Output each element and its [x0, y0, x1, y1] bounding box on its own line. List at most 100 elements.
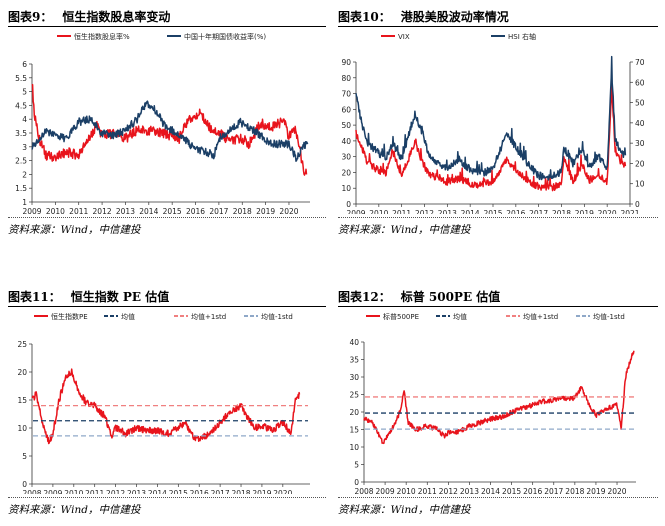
x-tick-label: 2011 [69, 207, 88, 214]
legend-label: 均值 [121, 312, 135, 321]
y-tick-label: 5 [354, 461, 359, 470]
y-tick-label: 0 [22, 480, 27, 489]
y2-tick-label: 0 [635, 200, 640, 209]
x-tick-label: 2017 [529, 209, 548, 214]
x-tick-label: 2011 [392, 209, 411, 214]
legend-label: 中国十年期国债收益率(%) [184, 32, 266, 41]
figure-label: 图表10： [338, 10, 391, 24]
x-tick-label: 2019 [256, 207, 275, 214]
x-tick-label: 2017 [209, 207, 228, 214]
y2-tick-label: 30 [635, 139, 645, 148]
x-tick-label: 2009 [43, 489, 62, 494]
x-tick-label: 2017 [544, 487, 563, 494]
y-tick-label: 3 [22, 143, 27, 152]
y-tick-label: 2 [22, 170, 27, 179]
y-tick-label: 25 [17, 340, 27, 349]
x-tick-label: 2013 [116, 207, 135, 214]
x-tick-label: 2011 [85, 489, 104, 494]
y-tick-label: 4 [22, 115, 27, 124]
figure-title: 恒生指数 PE 估值 [70, 290, 170, 304]
x-tick-label: 2015 [483, 209, 502, 214]
x-tick-label: 2017 [211, 489, 230, 494]
x-tick-label: 2020 [598, 209, 617, 214]
chart-panel-hsi-pe: 图表11： 恒生指数 PE 估值 0 5 10 15 20 25 2008 2009 2010 20… [8, 288, 326, 520]
x-tick-label: 2016 [190, 489, 209, 494]
x-tick-label: 2014 [481, 487, 500, 494]
y-tick-label: 2.5 [15, 157, 27, 166]
legend-label: 恒生指数股息率% [74, 32, 130, 41]
x-tick-label: 2009 [22, 207, 41, 214]
x-tick-label: 2010 [46, 207, 65, 214]
chart-panel-volatility: 图表10： 港股美股波动率情况 0 10 20 30 40 50 60 70 80 90 0 10 20 3… [338, 8, 658, 240]
sp500-pe-chart: 0 5 10 15 20 25 30 35 40 2008 2009 2010 2011 2012 2013… [349, 312, 636, 494]
y-tick-label: 20 [17, 368, 27, 377]
chart-panel-sp500-pe: 图表12： 标普 500PE 估值 0 5 10 15 20 25 30 35 40 2008 200… [338, 288, 658, 520]
x-tick-label: 2009 [346, 209, 365, 214]
x-tick-label: 2016 [186, 207, 205, 214]
y-tick-label: 40 [341, 137, 351, 146]
series-line [31, 368, 301, 445]
y-tick-label: 70 [341, 90, 351, 99]
divider [338, 497, 658, 498]
source-note: 资料来源：Wind，中信建投 [8, 224, 141, 236]
x-tick-label: 2019 [586, 487, 605, 494]
y2-tick-label: 10 [635, 180, 645, 189]
y-tick-label: 30 [349, 373, 359, 382]
x-tick-label: 2014 [148, 489, 167, 494]
y2-tick-label: 20 [635, 159, 645, 168]
y-tick-label: 4.5 [15, 101, 27, 110]
y-tick-label: 25 [349, 391, 359, 400]
y-tick-label: 40 [349, 338, 359, 347]
x-tick-label: 2008 [22, 489, 41, 494]
x-tick-label: 2012 [106, 489, 125, 494]
x-tick-label: 2011 [418, 487, 437, 494]
legend-label: 均值-1std [593, 312, 625, 321]
x-tick-label: 2010 [369, 209, 388, 214]
x-tick-label: 2018 [233, 207, 252, 214]
series-line [355, 85, 627, 192]
y-tick-label: 80 [341, 74, 351, 83]
x-tick-label: 2014 [139, 207, 158, 214]
legend-label: 均值-1std [261, 312, 293, 321]
x-tick-label: 2018 [231, 489, 250, 494]
volatility-chart: 0 10 20 30 40 50 60 70 80 90 0 10 20 30 40 50 60 70 2009 20… [341, 32, 645, 214]
series-line [31, 100, 309, 162]
x-tick-label: 2020 [607, 487, 626, 494]
y-tick-label: 10 [17, 424, 27, 433]
y-tick-label: 0 [354, 478, 359, 487]
chart-panel-dividend-yield: 图表9： 恒生指数股息率变动 1 1.5 2 2.5 3 3.5 4 4.5 5 5.5 6 2009 2… [8, 8, 326, 240]
legend-label: 恒生指数PE [51, 312, 88, 321]
y-tick-label: 15 [349, 426, 359, 435]
x-tick-label: 2019 [252, 489, 271, 494]
y2-tick-label: 70 [635, 58, 645, 67]
panel-title: 图表9： 恒生指数股息率变动 [8, 8, 326, 27]
y-tick-label: 1.5 [15, 184, 27, 193]
x-tick-label: 2012 [439, 487, 458, 494]
y-tick-label: 5 [22, 452, 27, 461]
figure-label: 图表11： [8, 290, 61, 304]
y-tick-label: 90 [341, 58, 351, 67]
figure-label: 图表12： [338, 290, 391, 304]
x-tick-label: 2020 [279, 207, 298, 214]
x-tick-label: 2016 [506, 209, 525, 214]
x-tick-label: 2018 [552, 209, 571, 214]
x-tick-label: 2015 [163, 207, 182, 214]
y-tick-label: 10 [341, 184, 351, 193]
legend-label: 均值+1std [191, 312, 226, 321]
x-tick-label: 2013 [127, 489, 146, 494]
y-tick-label: 15 [17, 396, 27, 405]
x-tick-label: 2019 [575, 209, 594, 214]
figure-label: 图表9： [8, 10, 53, 24]
series-line [363, 350, 635, 445]
panel-title: 图表12： 标普 500PE 估值 [338, 288, 658, 307]
figure-title: 恒生指数股息率变动 [62, 10, 171, 24]
y-tick-label: 1 [22, 198, 27, 207]
divider [8, 217, 326, 218]
y-tick-label: 20 [341, 168, 351, 177]
y-tick-label: 3.5 [15, 129, 27, 138]
panel-title: 图表11： 恒生指数 PE 估值 [8, 288, 326, 307]
series-line [31, 83, 308, 176]
y-tick-label: 30 [341, 153, 351, 162]
x-tick-label: 2020 [273, 489, 292, 494]
